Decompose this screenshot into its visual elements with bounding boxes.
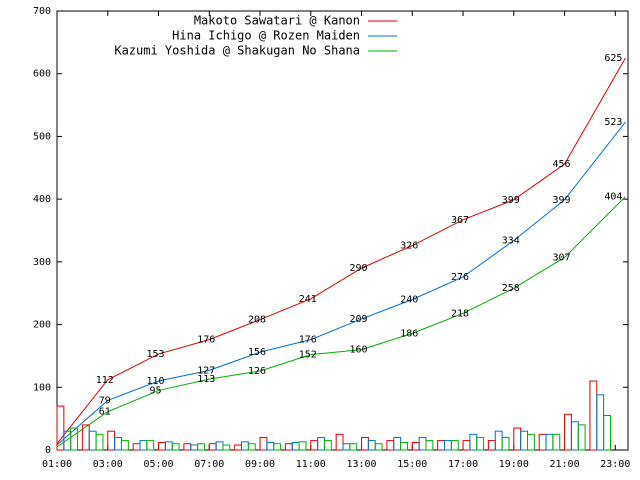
data-label: 152: [299, 350, 317, 361]
bar: [476, 436, 485, 451]
x-tick-label: 09:00: [245, 459, 275, 470]
bar: [298, 441, 307, 451]
data-label: 126: [248, 366, 266, 377]
data-label: 176: [197, 335, 215, 346]
x-tick-label: 05:00: [143, 459, 173, 470]
x-tick-label: 21:00: [550, 459, 580, 470]
x-tick-label: 03:00: [93, 459, 123, 470]
data-label: 176: [299, 335, 317, 346]
data-label: 290: [350, 263, 368, 274]
bar: [335, 433, 344, 451]
data-label: 326: [400, 241, 418, 252]
y-tick-label: 500: [33, 131, 51, 142]
data-label: 307: [553, 252, 571, 263]
data-label: 367: [451, 215, 469, 226]
data-label: 79: [99, 395, 111, 406]
bar: [95, 433, 104, 451]
bar: [146, 440, 155, 451]
x-tick-label: 23:00: [600, 459, 630, 470]
bar: [70, 427, 79, 451]
y-tick-label: 700: [33, 6, 51, 17]
data-label: 399: [553, 195, 571, 206]
bar: [273, 443, 282, 451]
y-tick-label: 600: [33, 69, 51, 80]
x-tick-label: 01:00: [42, 459, 72, 470]
x-tick-label: 17:00: [448, 459, 478, 470]
data-label: 186: [400, 328, 418, 339]
bar: [323, 440, 332, 451]
legend-label: Makoto Sawatari @ Kanon: [194, 14, 360, 28]
data-label: 110: [146, 376, 164, 387]
series-line: [56, 196, 626, 448]
bar: [247, 443, 256, 451]
data-label: 625: [604, 53, 622, 64]
data-label: 456: [553, 159, 571, 170]
bar: [552, 433, 561, 451]
data-label: 241: [299, 294, 317, 305]
series-line: [56, 57, 626, 445]
series-line: [56, 121, 626, 446]
legend-label: Kazumi Yoshida @ Shakugan No Shana: [114, 44, 360, 58]
y-tick-label: 400: [33, 194, 51, 205]
bar: [56, 405, 65, 451]
bar: [222, 444, 231, 451]
bar: [425, 440, 434, 451]
bar: [171, 443, 180, 451]
bar: [349, 443, 358, 451]
data-label: 160: [350, 345, 368, 356]
data-label: 112: [96, 375, 114, 386]
bar: [450, 440, 459, 451]
bar: [197, 443, 205, 451]
bar: [400, 441, 408, 451]
legend-label: Hina Ichigo @ Rozen Maiden: [172, 29, 360, 43]
x-tick-label: 15:00: [397, 459, 427, 470]
y-tick-label: 300: [33, 257, 51, 268]
data-label: 127: [197, 365, 215, 376]
bar: [374, 443, 383, 451]
data-label: 113: [197, 374, 215, 385]
data-label: 61: [99, 407, 111, 418]
data-label: 523: [604, 117, 622, 128]
bar: [603, 415, 611, 451]
data-label: 208: [248, 315, 266, 326]
data-label: 399: [502, 195, 520, 206]
data-label: 334: [502, 236, 520, 247]
y-tick-label: 100: [33, 382, 51, 393]
x-tick-label: 11:00: [296, 459, 326, 470]
data-label: 95: [149, 385, 161, 396]
data-label: 218: [451, 308, 469, 319]
x-tick-label: 19:00: [499, 459, 529, 470]
y-tick-label: 200: [33, 320, 51, 331]
bar: [577, 424, 586, 451]
data-label: 240: [400, 294, 418, 305]
data-label: 153: [146, 349, 164, 360]
y-tick-label: 0: [45, 445, 51, 456]
x-tick-label: 07:00: [194, 459, 224, 470]
data-label: 209: [350, 314, 368, 325]
bar: [120, 440, 129, 451]
data-label: 156: [248, 347, 266, 358]
bar: [501, 436, 510, 451]
data-label: 276: [451, 272, 469, 283]
bar: [527, 433, 535, 451]
data-label: 404: [604, 192, 622, 203]
x-tick-label: 13:00: [346, 459, 376, 470]
data-label: 258: [502, 283, 520, 294]
